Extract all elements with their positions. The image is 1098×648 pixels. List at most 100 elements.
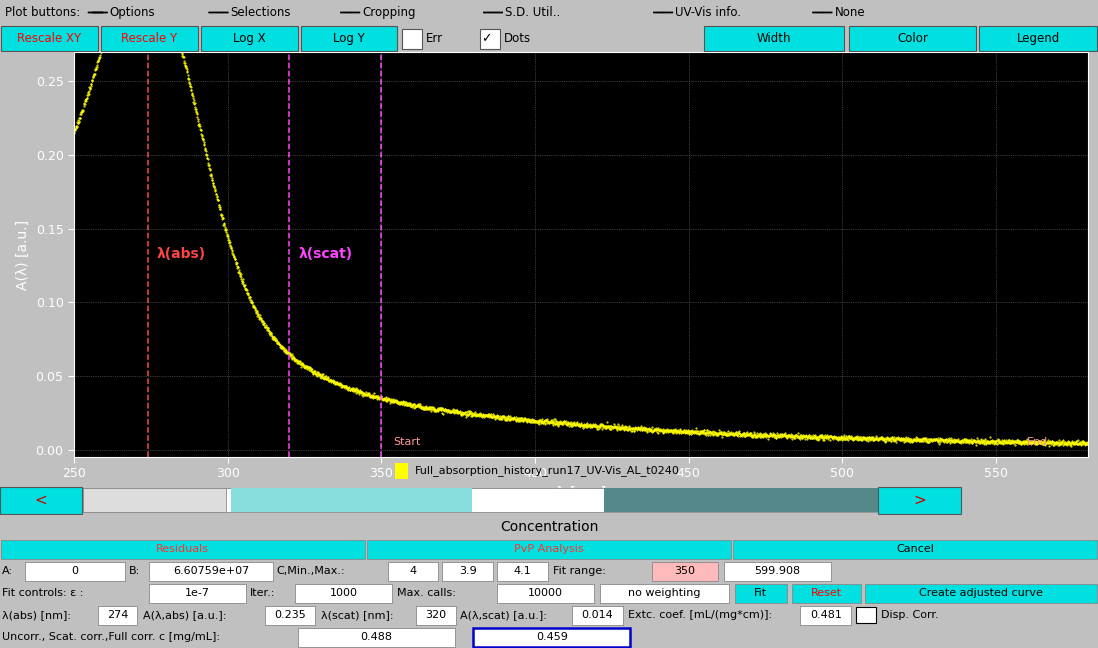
Text: Extc. coef. [mL/(mg*cm)]:: Extc. coef. [mL/(mg*cm)]: xyxy=(628,610,772,620)
Text: λ(scat) [nm]:: λ(scat) [nm]: xyxy=(321,610,393,620)
Text: λ(abs) [nm]:: λ(abs) [nm]: xyxy=(2,610,71,620)
Text: 1e-7: 1e-7 xyxy=(186,588,210,598)
Text: Residuals: Residuals xyxy=(156,544,210,554)
Y-axis label: A(λ) [a.u.]: A(λ) [a.u.] xyxy=(16,220,30,290)
Text: Rescale Y: Rescale Y xyxy=(121,32,178,45)
Bar xyxy=(367,540,731,559)
Text: Concentration: Concentration xyxy=(500,520,598,534)
Text: <: < xyxy=(35,492,47,507)
Bar xyxy=(849,27,976,51)
Bar xyxy=(792,583,861,603)
Bar xyxy=(0,515,1098,537)
Bar xyxy=(265,605,315,625)
Text: Options: Options xyxy=(110,6,156,19)
Text: Dots: Dots xyxy=(504,32,531,45)
Text: Max. calls:: Max. calls: xyxy=(397,588,457,598)
Text: UV-Vis info.: UV-Vis info. xyxy=(675,6,741,19)
Text: 350: 350 xyxy=(674,566,696,576)
Text: Width: Width xyxy=(757,32,792,45)
Text: Fit controls: ε :: Fit controls: ε : xyxy=(2,588,83,598)
Text: 274: 274 xyxy=(107,610,128,620)
Bar xyxy=(83,488,877,512)
Text: >: > xyxy=(914,492,926,507)
Text: A(λ,abs) [a.u.]:: A(λ,abs) [a.u.]: xyxy=(143,610,226,620)
Bar xyxy=(865,583,1097,603)
Text: ✓: ✓ xyxy=(481,32,492,45)
Bar xyxy=(0,487,82,513)
Text: no weighting: no weighting xyxy=(628,588,701,598)
Bar xyxy=(1,27,98,51)
Text: 0.488: 0.488 xyxy=(360,632,392,642)
Text: Iter.:: Iter.: xyxy=(250,588,276,598)
Text: λ(abs): λ(abs) xyxy=(157,247,206,261)
Text: 0: 0 xyxy=(71,566,79,576)
Bar xyxy=(704,27,844,51)
Bar xyxy=(979,27,1097,51)
Text: Cropping: Cropping xyxy=(362,6,416,19)
Bar xyxy=(442,562,493,581)
Text: 10000: 10000 xyxy=(528,588,563,598)
Bar xyxy=(301,27,397,51)
Text: Cancel: Cancel xyxy=(896,544,934,554)
Text: Selections: Selections xyxy=(231,6,291,19)
Bar xyxy=(149,583,246,603)
Text: PvP Analysis: PvP Analysis xyxy=(514,544,584,554)
Text: Fit: Fit xyxy=(754,588,768,598)
Text: Color: Color xyxy=(897,32,928,45)
Text: Err: Err xyxy=(426,32,444,45)
Bar xyxy=(25,562,125,581)
Bar xyxy=(480,29,500,49)
Text: Legend: Legend xyxy=(1017,32,1060,45)
Bar xyxy=(201,27,298,51)
Bar xyxy=(652,562,718,581)
Text: 0.014: 0.014 xyxy=(582,610,613,620)
Bar xyxy=(800,605,851,625)
Text: 4.1: 4.1 xyxy=(514,566,531,576)
Bar xyxy=(878,487,961,513)
Text: B:: B: xyxy=(128,566,139,576)
Bar xyxy=(388,562,438,581)
Text: 3.9: 3.9 xyxy=(459,566,477,576)
Bar xyxy=(101,27,198,51)
Text: C,Min.,Max.:: C,Min.,Max.: xyxy=(277,566,345,576)
X-axis label: λ [nm]: λ [nm] xyxy=(556,486,606,501)
Bar xyxy=(724,562,831,581)
Bar xyxy=(1,540,365,559)
Text: Rescale XY: Rescale XY xyxy=(18,32,81,45)
Bar xyxy=(295,583,392,603)
Text: 1000: 1000 xyxy=(329,588,358,598)
Bar xyxy=(572,605,623,625)
Bar xyxy=(149,562,273,581)
Bar xyxy=(497,583,594,603)
Bar xyxy=(497,562,548,581)
Bar xyxy=(604,488,878,512)
Bar xyxy=(600,583,729,603)
Text: 0.481: 0.481 xyxy=(809,610,842,620)
Text: Start: Start xyxy=(393,437,421,447)
Text: Reset: Reset xyxy=(810,588,842,598)
Text: Log Y: Log Y xyxy=(334,32,365,45)
Text: Plot buttons:: Plot buttons: xyxy=(5,6,81,19)
Text: A:: A: xyxy=(2,566,13,576)
Text: Fit range:: Fit range: xyxy=(553,566,606,576)
Text: 0.459: 0.459 xyxy=(536,632,568,642)
Bar xyxy=(733,540,1097,559)
Text: 320: 320 xyxy=(425,610,447,620)
Text: 4: 4 xyxy=(410,566,416,576)
Text: 6.60759e+07: 6.60759e+07 xyxy=(173,566,249,576)
Text: Create adjusted curve: Create adjusted curve xyxy=(919,588,1043,598)
Bar xyxy=(231,488,472,512)
Text: Full_absorption_history_run17_UV-Vis_AL_t0240: Full_absorption_history_run17_UV-Vis_AL_… xyxy=(415,465,680,476)
Text: A(λ,scat) [a.u.]:: A(λ,scat) [a.u.]: xyxy=(460,610,547,620)
Bar xyxy=(473,627,630,647)
Bar xyxy=(402,29,422,49)
Text: Uncorr., Scat. corr.,Full corr. c [mg/mL]:: Uncorr., Scat. corr.,Full corr. c [mg/mL… xyxy=(2,632,221,642)
Text: 599.908: 599.908 xyxy=(754,566,800,576)
Text: S.D. Util..: S.D. Util.. xyxy=(505,6,560,19)
Bar xyxy=(416,605,456,625)
Text: λ(scat): λ(scat) xyxy=(299,247,352,261)
Bar xyxy=(856,607,876,623)
Bar xyxy=(395,463,408,480)
Text: Disp. Corr.: Disp. Corr. xyxy=(881,610,938,620)
Bar xyxy=(98,605,137,625)
